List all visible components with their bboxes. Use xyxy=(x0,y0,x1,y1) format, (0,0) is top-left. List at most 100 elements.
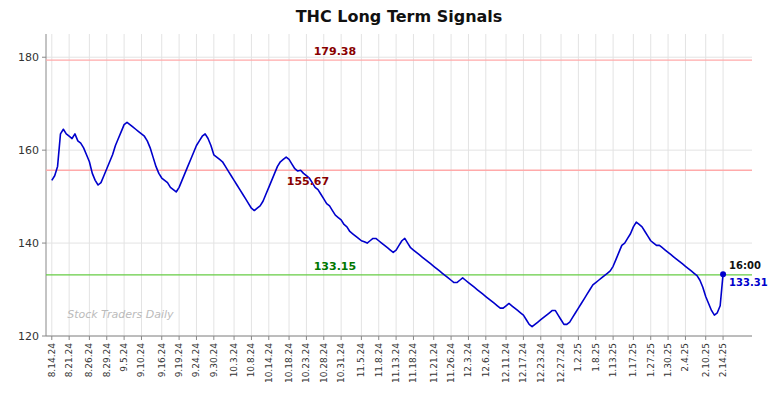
x-tick-label: 10.3.24 xyxy=(229,343,239,378)
y-tick xyxy=(42,243,46,244)
grid-line-x xyxy=(141,34,142,336)
grid-line-x xyxy=(213,34,214,336)
x-tick xyxy=(413,336,414,340)
chart: 1201401601808.14.248.21.248.26.248.29.24… xyxy=(0,0,784,398)
x-tick xyxy=(361,336,362,340)
x-tick xyxy=(196,336,197,340)
x-tick xyxy=(578,336,579,340)
grid xyxy=(46,34,752,336)
x-tick-label: 11.18.24 xyxy=(408,343,418,383)
x-tick-label: 1.27.25 xyxy=(646,343,656,377)
x-tick-label: 12.27.24 xyxy=(556,343,566,383)
x-tick-label: 8.14.24 xyxy=(47,343,57,378)
x-tick xyxy=(396,336,397,340)
grid-line-x xyxy=(578,34,579,336)
grid-line-x xyxy=(396,34,397,336)
x-tick-label: 10.31.24 xyxy=(336,343,346,383)
y-tick xyxy=(42,150,46,151)
x-tick-label: 12.11.24 xyxy=(501,343,511,383)
x-tick xyxy=(89,336,90,340)
grid-line-x xyxy=(69,34,70,336)
x-tick xyxy=(595,336,596,340)
x-tick-label: 8.29.24 xyxy=(102,343,112,378)
x-tick-label: 8.26.24 xyxy=(84,343,94,378)
x-tick-label: 11.21.24 xyxy=(429,343,439,383)
x-tick-label: 2.4.25 xyxy=(680,343,690,372)
x-tick xyxy=(433,336,434,340)
grid-line-x xyxy=(633,34,634,336)
x-tick xyxy=(323,336,324,340)
x-tick-label: 10.8.24 xyxy=(246,343,256,378)
x-tick-label: 1.13.25 xyxy=(608,343,618,377)
grid-line-x xyxy=(506,34,507,336)
x-tick xyxy=(705,336,706,340)
x-tick xyxy=(213,336,214,340)
y-tick-label: 140 xyxy=(18,237,39,250)
y-tick-label: 180 xyxy=(18,51,39,64)
end-point xyxy=(720,271,726,277)
grid-line-x xyxy=(413,34,414,336)
x-tick-label: 2.10.25 xyxy=(701,343,711,377)
x-tick xyxy=(179,336,180,340)
reference-line xyxy=(46,274,752,275)
x-tick xyxy=(613,336,614,340)
y-tick-label: 120 xyxy=(18,330,39,343)
x-tick xyxy=(306,336,307,340)
x-tick-label: 2.14.25 xyxy=(718,343,728,377)
grid-line-y xyxy=(46,57,752,58)
x-tick-label: 9.10.24 xyxy=(136,343,146,378)
grid-line-y xyxy=(46,150,752,151)
y-axis: 120 140 160 180 xyxy=(18,51,46,343)
x-tick-label: 9.5.24 xyxy=(119,343,129,372)
x-tick xyxy=(69,336,70,340)
grid-line-x xyxy=(523,34,524,336)
grid-line-x xyxy=(685,34,686,336)
grid-line-x xyxy=(341,34,342,336)
x-tick xyxy=(668,336,669,340)
x-tick xyxy=(650,336,651,340)
x-tick-label: 12.6.24 xyxy=(481,343,491,378)
grid-line-x xyxy=(251,34,252,336)
x-tick-label: 9.30.24 xyxy=(209,343,219,378)
x-tick xyxy=(561,336,562,340)
y-tick xyxy=(42,336,46,337)
x-tick xyxy=(485,336,486,340)
x-tick-label: 10.14.24 xyxy=(264,343,274,383)
y-tick xyxy=(42,57,46,58)
grid-line-x xyxy=(705,34,706,336)
grid-line-x xyxy=(540,34,541,336)
grid-line-x xyxy=(89,34,90,336)
x-tick xyxy=(451,336,452,340)
x-tick xyxy=(161,336,162,340)
x-tick-label: 1.17.25 xyxy=(628,343,638,377)
x-tick xyxy=(506,336,507,340)
x-axis-line xyxy=(46,336,752,337)
reference-line xyxy=(46,59,752,60)
watermark: Stock Traders Daily xyxy=(67,308,174,321)
grid-line-x xyxy=(124,34,125,336)
plot-marks xyxy=(46,60,752,327)
grid-line-y xyxy=(46,336,752,337)
x-tick-label: 12.23.24 xyxy=(536,343,546,383)
reference-label: 179.38 xyxy=(314,45,356,58)
grid-line-x xyxy=(561,34,562,336)
x-tick-label: 10.18.24 xyxy=(284,343,294,383)
grid-line-x xyxy=(485,34,486,336)
grid-line-x xyxy=(361,34,362,336)
grid-line-x xyxy=(196,34,197,336)
x-tick xyxy=(141,336,142,340)
x-tick-label: 11.5.24 xyxy=(356,343,366,378)
price-line xyxy=(52,122,723,326)
reference-line xyxy=(46,170,752,171)
x-tick xyxy=(289,336,290,340)
grid-line-x xyxy=(650,34,651,336)
x-tick-label: 12.17.24 xyxy=(518,343,528,383)
x-tick-label: 12.3.24 xyxy=(463,343,473,378)
grid-line-x xyxy=(161,34,162,336)
x-tick-label: 1.2.25 xyxy=(573,343,583,372)
grid-line-x xyxy=(234,34,235,336)
x-tick xyxy=(685,336,686,340)
grid-line-x xyxy=(378,34,379,336)
grid-line-x xyxy=(51,34,52,336)
y-tick-label: 160 xyxy=(18,144,39,157)
